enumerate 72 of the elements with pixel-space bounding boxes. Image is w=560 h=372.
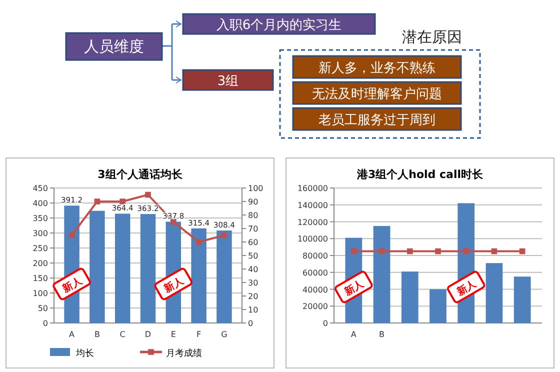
y-tick-label: 450	[32, 184, 48, 193]
text: 新人多，业务不熟练	[318, 61, 436, 76]
y2-tick-label: 70	[248, 224, 258, 234]
annotation: 新人	[60, 274, 85, 296]
bar	[191, 228, 206, 323]
y2-tick-label: 40	[248, 265, 258, 274]
y-tick-label: 400	[32, 199, 48, 208]
chart-title: 3组个人通话均长	[98, 168, 184, 181]
y-tick-label: 20000	[302, 302, 328, 312]
text: 人员维度	[84, 38, 144, 56]
y2-tick-label: 50	[248, 252, 258, 260]
text: 无法及时理解客户问题	[312, 86, 442, 102]
y-tick-label: 140000	[297, 200, 328, 210]
stamp: 新人	[52, 266, 92, 302]
x-tick-label: B	[94, 330, 100, 339]
x-tick-label: F	[196, 330, 202, 339]
bar	[216, 230, 232, 323]
annotation: 新人	[342, 277, 367, 299]
y-tick-label: 150	[32, 274, 48, 283]
x-tick-label: G	[221, 330, 228, 339]
x-tick-label: D	[144, 330, 152, 339]
text: 潜在原因	[402, 28, 462, 46]
text: 3组	[217, 74, 239, 89]
y-tick-label: 120000	[297, 218, 328, 227]
bar	[430, 289, 446, 323]
point	[196, 239, 202, 245]
y2-tick-label: 30	[248, 278, 258, 288]
legend-label: 均长	[75, 348, 94, 359]
y-tick-label: 40000	[302, 285, 328, 294]
bar	[140, 214, 156, 323]
y2-tick-label: 100	[248, 184, 264, 193]
y2-tick-label: 60	[248, 238, 258, 247]
y2-tick-label: 80	[248, 211, 258, 220]
stamp: 新人	[446, 270, 486, 304]
bar	[514, 276, 531, 323]
annotation: 新人	[454, 277, 480, 299]
y-tick-label: 300	[32, 229, 48, 238]
x-tick-label: C	[120, 330, 126, 339]
bar	[373, 226, 390, 323]
x-tick-label: B	[379, 330, 385, 339]
y-tick-label: 100000	[297, 234, 328, 244]
x-tick-label: A	[350, 330, 357, 339]
bar	[114, 214, 130, 323]
y-tick-label: 100	[32, 289, 48, 298]
y2-tick-label: 10	[248, 306, 258, 314]
x-tick-label: E	[170, 330, 176, 339]
y-tick-label: 250	[32, 244, 48, 253]
x-tick-label: A	[69, 330, 76, 339]
stamp: 新人	[333, 270, 374, 304]
bar	[401, 272, 418, 323]
y-tick-label: 0	[42, 319, 48, 328]
y-tick-label: 0	[322, 319, 328, 328]
y-tick-label: 200	[32, 259, 48, 268]
chart-title: 港3组个人hold call时长	[356, 168, 484, 181]
y-tick-label: 60000	[302, 268, 328, 278]
y-tick-label: 50	[38, 304, 48, 313]
point	[94, 198, 100, 204]
y2-tick-label: 0	[248, 319, 254, 328]
y2-tick-label: 90	[248, 198, 258, 206]
text: 老员工服务过于周到	[318, 113, 436, 128]
y-tick-label: 80000	[302, 252, 328, 260]
stamp: 新人	[153, 266, 194, 302]
text: 入职6个月内的实习生	[216, 18, 342, 33]
bar	[90, 210, 105, 323]
annotation: 新人	[161, 274, 186, 296]
y-tick-label: 160000	[297, 184, 328, 193]
point	[145, 192, 151, 198]
bar	[486, 263, 503, 323]
y-tick-label: 350	[32, 214, 48, 223]
point	[120, 198, 126, 204]
legend-label: 月考成绩	[166, 348, 202, 359]
y2-tick-label: 20	[248, 292, 258, 301]
